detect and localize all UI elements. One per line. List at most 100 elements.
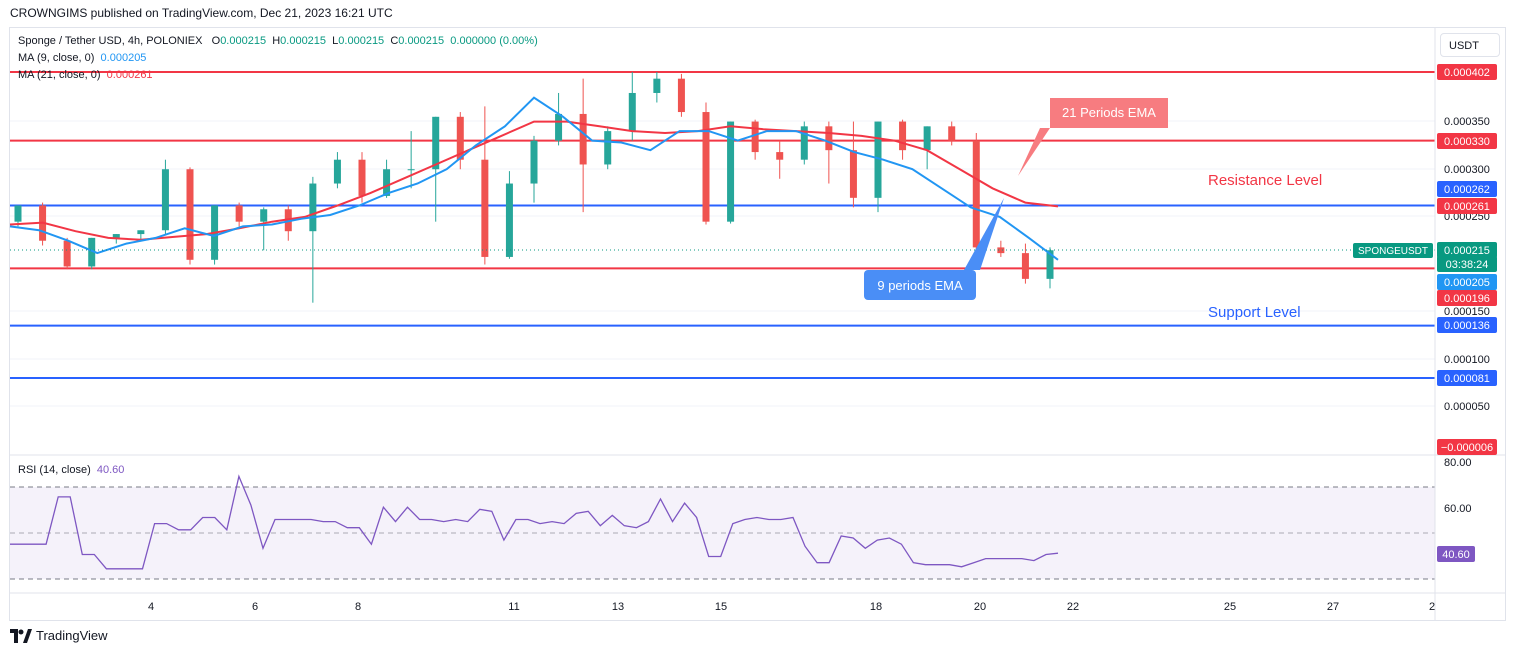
footer: TradingView (10, 628, 108, 643)
time-tick: 4 (148, 601, 154, 613)
price-axis[interactable]: 0.0003500.0003000.0002500.0001500.000100… (1437, 64, 1497, 455)
level-lines (10, 71, 1435, 379)
legend-ma9-row[interactable]: MA (9, close, 0) 0.000205 (18, 52, 146, 64)
candle-body (555, 113, 563, 141)
symbol-title[interactable]: Sponge / Tether USD, 4h, POLONIEX (18, 35, 203, 47)
candle-body (112, 234, 120, 238)
candle-body (776, 152, 784, 160)
price-label-text: 0.000262 (1444, 184, 1490, 196)
candle-body (358, 159, 366, 196)
candle-body (88, 237, 96, 267)
price-tick: 0.000100 (1444, 354, 1490, 366)
time-tick: 27 (1327, 601, 1339, 613)
rsi-label: RSI (14, close) (18, 464, 91, 476)
ma21-label: MA (21, close, 0) (18, 69, 101, 81)
price-label (1437, 256, 1497, 272)
rsi-axis[interactable]: 80.00 60.00 (1444, 457, 1472, 515)
rsi-value: 40.60 (96, 464, 125, 476)
ohlc-l: 0.000215 (338, 35, 385, 47)
candle-body (260, 209, 268, 222)
ma21-value: 0.000261 (106, 69, 153, 81)
grid (10, 120, 1435, 407)
candle-body (972, 140, 980, 248)
time-tick: 6 (252, 601, 258, 613)
price-label (1437, 274, 1497, 290)
price-label-text: 0.000402 (1444, 67, 1490, 79)
ohlc-l-label: L (332, 35, 339, 47)
ema21-line (9, 120, 1059, 241)
candle-body (456, 116, 464, 160)
price-label (1437, 242, 1497, 258)
candle-body (309, 183, 317, 232)
time-tick: 22 (1067, 601, 1079, 613)
legend-ma21-row[interactable]: MA (21, close, 0) 0.000261 (18, 69, 153, 81)
candles (14, 72, 1054, 303)
price-label-text: 0.000330 (1444, 136, 1490, 148)
time-tick: 20 (974, 601, 986, 613)
candle-body (186, 169, 194, 260)
candle-body (653, 78, 661, 93)
ema21-callout: 21 Periods EMA (1018, 98, 1168, 176)
ohlc-change: 0.000000 (0.00%) (450, 35, 538, 47)
chart-frame (9, 27, 1506, 621)
rsi-tick: 80.00 (1444, 457, 1472, 469)
ema9-callout: 9 periods EMA (864, 198, 1004, 300)
ma9-label: MA (9, close, 0) (18, 52, 95, 64)
candle-body (677, 78, 685, 113)
footer-brand: TradingView (36, 628, 108, 643)
candle-body (997, 247, 1005, 254)
candle-body (1021, 253, 1029, 279)
candle-body (333, 159, 341, 184)
time-tick: 2 (1429, 601, 1435, 613)
candle-body (481, 159, 489, 257)
currency-button[interactable]: USDT (1440, 33, 1500, 57)
price-label-text: 0.000081 (1444, 373, 1490, 385)
rsi-pane (10, 474, 1435, 580)
price-tick: 0.000350 (1444, 116, 1490, 128)
ema21-callout-text: 21 Periods EMA (1062, 105, 1156, 120)
candle-body (923, 126, 931, 151)
candle-body (1046, 250, 1054, 279)
candle-body (432, 116, 440, 170)
price-label (1437, 317, 1497, 333)
ohlc-o-label: O (211, 35, 221, 47)
candle-body (825, 126, 833, 151)
price-label (1437, 198, 1497, 214)
price-label-text: 0.000196 (1444, 293, 1490, 305)
legend-rsi-row[interactable]: RSI (14, close) 40.60 (18, 464, 124, 476)
price-label (1437, 181, 1497, 197)
price-label-text: 0.000215 (1444, 245, 1490, 257)
symbol-tag (1353, 243, 1433, 258)
candle-body (505, 183, 513, 257)
price-label-text: 0.000136 (1444, 320, 1490, 332)
time-axis[interactable]: 4 6 8 11 13 15 18 20 22 25 27 2 (148, 601, 1435, 613)
candle-body (579, 113, 587, 165)
candle-body (751, 121, 759, 153)
price-label-text: 0.000261 (1444, 201, 1490, 213)
price-tick: 0.000150 (1444, 306, 1490, 318)
candle-body (727, 121, 735, 222)
candle-body (63, 240, 71, 267)
price-label (1437, 64, 1497, 80)
candle-body (14, 205, 22, 222)
symbol-tag-text: SPONGEUSDT (1358, 246, 1428, 257)
candle-body (899, 121, 907, 151)
ohlc-o: 0.000215 (220, 35, 267, 47)
candle-body (849, 150, 857, 198)
price-label (1437, 439, 1497, 455)
ma9-value: 0.000205 (100, 52, 147, 64)
ohlc-c-label: C (390, 35, 399, 47)
candle-body (383, 169, 391, 196)
price-label (1437, 133, 1497, 149)
price-label-text: 03:38:24 (1446, 259, 1489, 271)
publisher-line: CROWNGIMS published on TradingView.com, … (10, 6, 393, 20)
price-tick: 0.000300 (1444, 164, 1490, 176)
candle-body (161, 169, 169, 231)
ohlc-h-label: H (272, 35, 281, 47)
time-tick: 25 (1224, 601, 1236, 613)
candle-body (604, 131, 612, 165)
price-label-text: −0.000006 (1441, 442, 1493, 454)
time-tick: 18 (870, 601, 882, 613)
candle-body (137, 230, 145, 235)
